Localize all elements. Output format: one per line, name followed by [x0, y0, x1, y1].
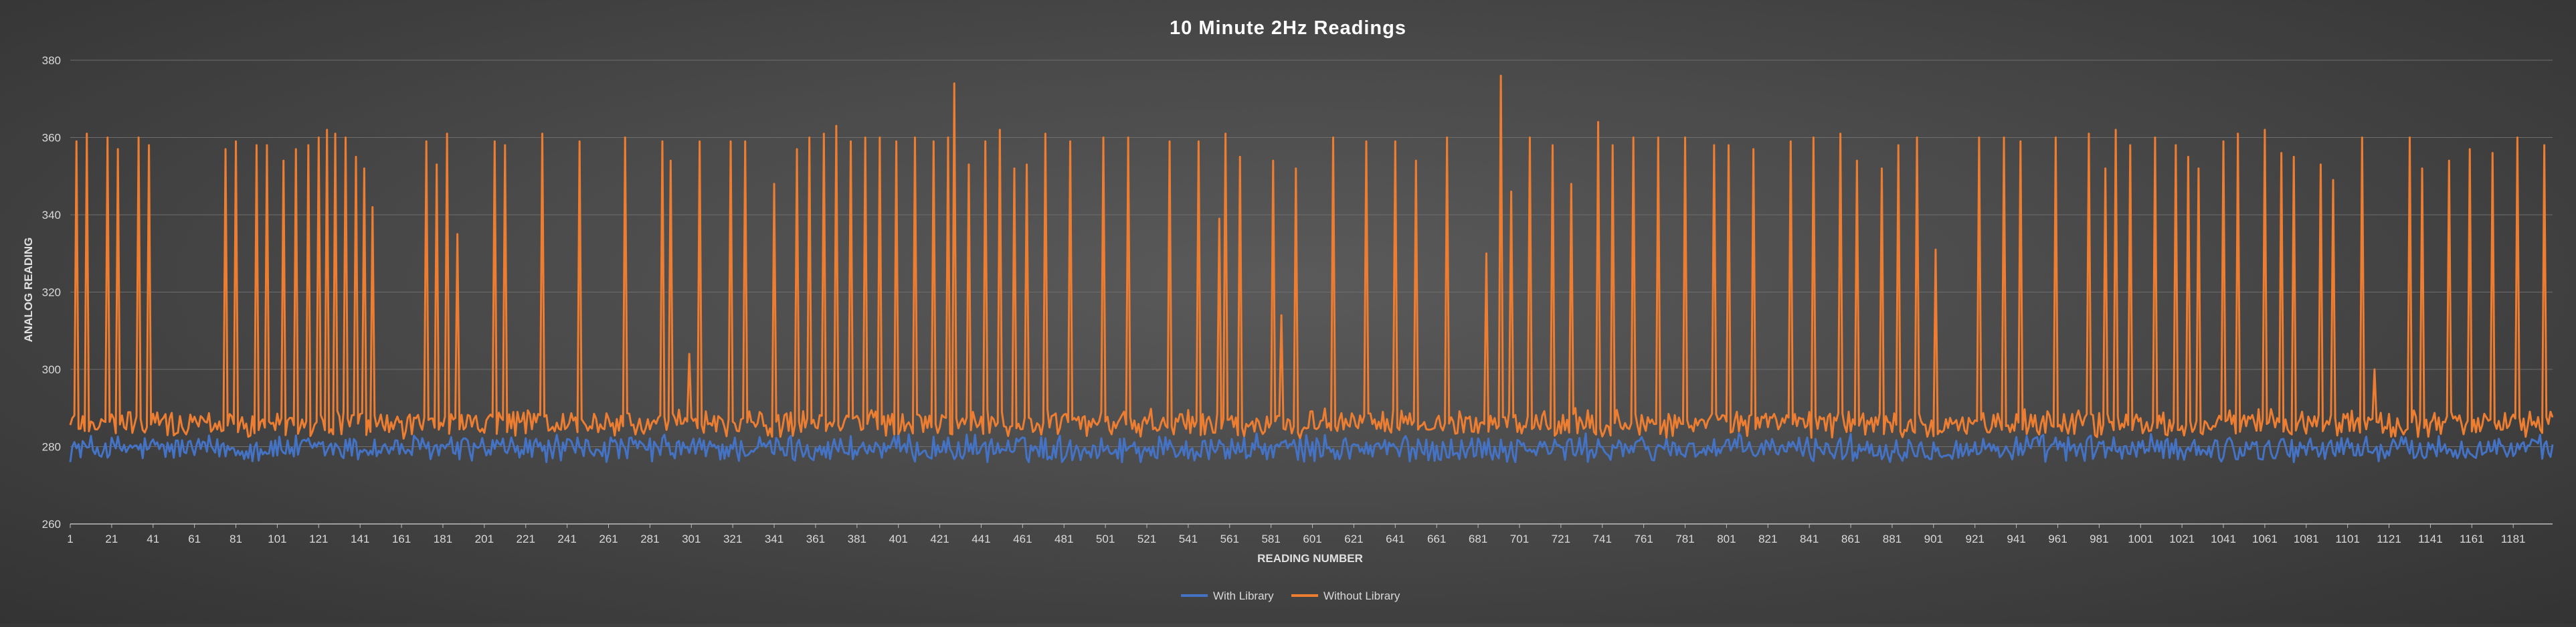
y-tick-label: 280	[42, 441, 61, 454]
y-axis-label: ANALOG READING	[22, 238, 35, 343]
x-tick-label: 61	[188, 533, 201, 545]
x-tick-label: 761	[1634, 533, 1653, 545]
x-tick-label: 481	[1054, 533, 1073, 545]
x-tick-label: 681	[1469, 533, 1487, 545]
x-tick-label: 901	[1924, 533, 1943, 545]
x-tick-label: 661	[1427, 533, 1446, 545]
x-tick-label: 801	[1717, 533, 1736, 545]
x-tick-label: 601	[1303, 533, 1321, 545]
x-tick-label: 1161	[2460, 533, 2484, 545]
x-tick-label: 621	[1344, 533, 1363, 545]
x-tick-label: 1001	[2128, 533, 2153, 545]
x-tick-label: 841	[1800, 533, 1819, 545]
legend-item: With Library	[1181, 590, 1274, 602]
x-tick-label: 501	[1096, 533, 1115, 545]
x-tick-label: 161	[392, 533, 411, 545]
x-tick-label: 121	[309, 533, 328, 545]
x-tick-label: 181	[434, 533, 452, 545]
x-tick-label: 1101	[2335, 533, 2360, 545]
legend: With Library Without Library	[1181, 590, 1400, 602]
y-tick-label: 360	[42, 132, 61, 145]
x-tick-label: 101	[268, 533, 286, 545]
x-tick-label: 21	[105, 533, 118, 545]
x-tick-label: 441	[972, 533, 990, 545]
x-tick-label: 721	[1552, 533, 1570, 545]
x-tick-label: 81	[229, 533, 242, 545]
x-tick-label: 41	[147, 533, 159, 545]
x-tick-label: 1061	[2252, 533, 2278, 545]
x-tick-label: 741	[1593, 533, 1612, 545]
legend-label: With Library	[1213, 590, 1274, 602]
x-tick-label: 261	[599, 533, 618, 545]
x-tick-label: 881	[1883, 533, 1902, 545]
x-tick-label: 861	[1841, 533, 1860, 545]
x-tick-label: 281	[640, 533, 659, 545]
chart-title: 10 Minute 2Hz Readings	[1170, 17, 1406, 39]
x-tick-label: 241	[557, 533, 576, 545]
y-tick-label: 340	[42, 209, 61, 221]
x-tick-label: 521	[1137, 533, 1156, 545]
x-tick-label: 301	[682, 533, 701, 545]
x-tick-label: 701	[1510, 533, 1529, 545]
series-line-without-library	[69, 74, 2554, 440]
series-line-with-library	[69, 432, 2554, 464]
x-tick-label: 341	[765, 533, 784, 545]
x-tick-label: 1021	[2169, 533, 2195, 545]
series-lines	[69, 74, 2554, 464]
x-tick-label: 1121	[2377, 533, 2401, 545]
gridlines	[70, 60, 2553, 447]
x-tick-label: 641	[1386, 533, 1404, 545]
x-tick-label: 581	[1261, 533, 1280, 545]
legend-item: Without Library	[1291, 590, 1400, 602]
x-tick-label: 981	[2090, 533, 2108, 545]
x-tick-label: 221	[517, 533, 535, 545]
x-tick-label: 1081	[2294, 533, 2319, 545]
x-tick-label: 1	[67, 533, 73, 545]
x-tick-label: 561	[1220, 533, 1239, 545]
x-axis-label: READING NUMBER	[1257, 552, 1363, 565]
x-tick-label: 1141	[2418, 533, 2443, 545]
x-tick-label: 461	[1013, 533, 1032, 545]
x-tick-label: 821	[1758, 533, 1777, 545]
y-tick-label: 380	[42, 54, 61, 67]
x-tick-label: 541	[1179, 533, 1198, 545]
x-tick-label: 421	[930, 533, 949, 545]
y-tick-label: 260	[42, 518, 61, 531]
x-tick-label: 361	[806, 533, 825, 545]
x-tick-label: 961	[2048, 533, 2067, 545]
x-tick-label: 381	[848, 533, 866, 545]
x-tick-label: 141	[351, 533, 369, 545]
x-tick-label: 941	[2007, 533, 2025, 545]
y-tick-label: 320	[42, 286, 61, 299]
y-tick-label: 300	[42, 363, 61, 376]
y-axis-ticks: 260 280 300 320 340 360 380	[42, 54, 61, 531]
x-tick-label: 1181	[2501, 533, 2526, 545]
x-tick-label: 321	[723, 533, 742, 545]
legend-label: Without Library	[1323, 590, 1400, 602]
x-tick-label: 781	[1675, 533, 1694, 545]
x-tick-label: 201	[475, 533, 494, 545]
x-tick-label: 1041	[2211, 533, 2236, 545]
x-tick-label: 921	[1966, 533, 1985, 545]
x-axis-ticks: 1 21 41 61 81 101 121 141 161 181 201 221 241 261 281 3…	[67, 524, 2525, 545]
x-tick-label: 401	[889, 533, 908, 545]
